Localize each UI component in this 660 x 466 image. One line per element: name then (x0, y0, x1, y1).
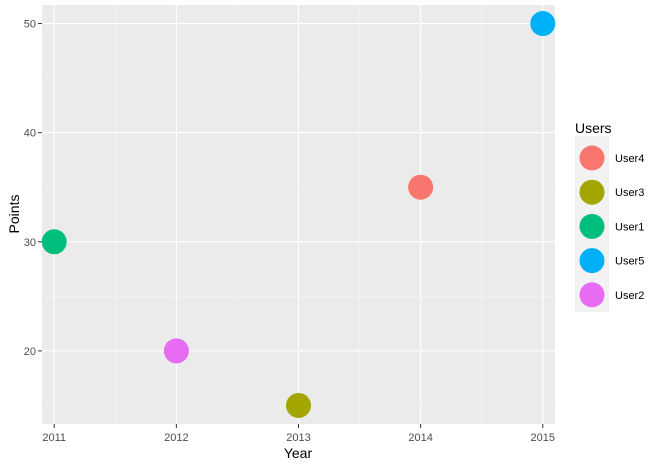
data-points (41, 11, 556, 418)
legend-key-user4 (579, 145, 605, 171)
x-tick-label: 2011 (42, 432, 66, 444)
data-point-user3 (286, 392, 311, 418)
legend: Users User4 User3 User1 User5 User2 (575, 120, 644, 312)
legend-key-user2 (579, 282, 605, 308)
legend-key-user1 (579, 213, 605, 239)
legend-label-user2: User2 (615, 290, 644, 302)
y-tick-label: 50 (24, 19, 36, 31)
x-tick-label: 2015 (531, 432, 555, 444)
y-tick-label: 40 (24, 128, 36, 140)
data-point-user2 (163, 338, 189, 364)
legend-label-user5: User5 (615, 256, 644, 268)
data-point-user1 (41, 229, 67, 255)
x-axis-ticks: 2011 2012 2013 2014 2015 (42, 424, 555, 444)
legend-key-user5 (579, 248, 605, 274)
x-tick-label: 2013 (286, 432, 310, 444)
data-point-user5 (530, 11, 556, 37)
legend-key-user3 (579, 179, 605, 205)
y-axis-title: Points (6, 195, 22, 234)
legend-label-user3: User3 (615, 187, 644, 199)
y-tick-label: 20 (24, 346, 36, 358)
legend-label-user4: User4 (615, 153, 644, 165)
x-tick-label: 2012 (164, 432, 188, 444)
legend-title: Users (575, 120, 612, 136)
x-tick-label: 2014 (408, 432, 432, 444)
legend-label-user1: User1 (615, 221, 644, 233)
x-axis-title: Year (284, 445, 313, 461)
y-tick-label: 30 (24, 237, 36, 249)
data-point-user4 (408, 174, 434, 200)
y-axis-ticks: 20 30 40 50 (24, 19, 42, 358)
